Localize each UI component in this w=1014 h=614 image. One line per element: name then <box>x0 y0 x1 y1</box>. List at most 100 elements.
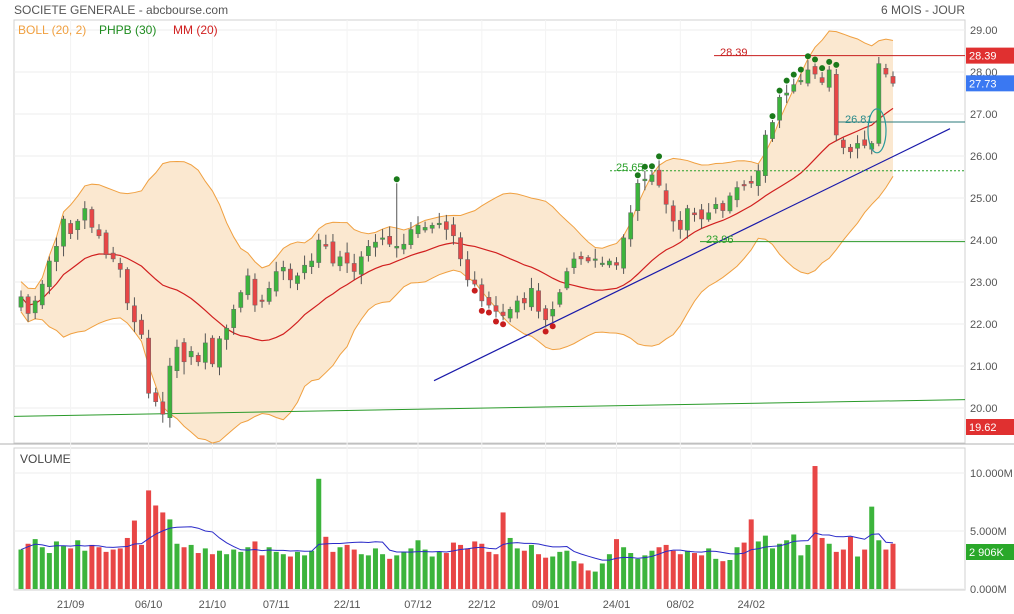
date-tick-label: 08/02 <box>667 599 695 611</box>
volume-bar <box>167 519 173 589</box>
candle-body <box>429 225 435 229</box>
volume-bar <box>649 550 655 589</box>
phpb-high-dot <box>648 163 655 170</box>
candle-body <box>146 337 151 394</box>
volume-bar <box>833 551 839 589</box>
volume-bar <box>762 535 768 589</box>
volume-bar <box>450 542 456 589</box>
candle-body <box>451 224 456 237</box>
volume-bar <box>344 544 350 589</box>
volume-bar <box>195 553 201 589</box>
volume-bar <box>592 571 598 589</box>
volume-bar <box>890 543 896 589</box>
volume-bar <box>472 541 478 589</box>
candle-body <box>543 308 548 321</box>
volume-bar <box>110 549 116 589</box>
candle-body <box>75 220 81 230</box>
candle-body <box>231 309 237 328</box>
date-tick-label: 24/01 <box>603 599 631 611</box>
candle-body <box>387 236 393 245</box>
candle-body <box>344 252 350 264</box>
volume-bar <box>748 519 754 589</box>
volume-bar <box>599 563 605 589</box>
candle-body <box>819 77 825 83</box>
date-tick-label: 22/12 <box>468 599 496 611</box>
volume-bar <box>266 547 272 589</box>
candle-body <box>259 299 265 302</box>
volume-bar <box>387 558 393 589</box>
volume-bar <box>238 551 244 589</box>
volume-bar <box>458 544 464 589</box>
volume-bar <box>578 563 584 589</box>
volume-bar <box>528 544 534 589</box>
candle-body <box>734 187 740 201</box>
moving-average-line <box>20 107 894 342</box>
level-26-81-label: 26.81 <box>845 114 873 126</box>
volume-bar <box>550 556 556 589</box>
support-level-label: 23.96 <box>706 234 734 246</box>
candle-body <box>465 259 470 281</box>
volume-bar <box>734 547 740 589</box>
candle-body <box>238 292 244 308</box>
volume-bar <box>103 551 109 589</box>
last-volume-badge-bg <box>966 544 1014 560</box>
volume-bar <box>217 550 223 589</box>
phpb-high-dot <box>769 113 776 120</box>
volume-bar <box>294 551 300 589</box>
volume-bar <box>252 541 258 589</box>
volume-bar <box>209 554 215 589</box>
candle-body <box>160 401 166 415</box>
volume-bar <box>479 543 485 589</box>
candle-body <box>373 241 378 248</box>
candle-body <box>436 222 442 225</box>
candle-body <box>862 139 867 146</box>
candle-body <box>139 319 144 335</box>
candle-body <box>656 169 662 186</box>
candle-body <box>706 212 712 220</box>
last-volume-badge: 2 906K <box>969 547 1005 559</box>
volume-bar <box>713 558 719 589</box>
candle-body <box>720 203 726 211</box>
candle-body <box>273 271 279 292</box>
legend-moving-average: MM (20) <box>173 23 218 37</box>
volume-bar <box>486 551 492 589</box>
candle-body <box>380 237 385 240</box>
volume-bar <box>117 548 123 589</box>
phpb-high-dot <box>797 66 804 73</box>
candle-body <box>39 283 45 306</box>
phpb-low-dot <box>485 309 492 316</box>
date-tick-label: 09/01 <box>532 599 560 611</box>
volume-bar <box>635 558 641 589</box>
candle-body <box>883 68 889 75</box>
price-tick-label: 25.00 <box>970 193 998 205</box>
candle-body <box>621 237 626 269</box>
candle-body <box>422 227 428 231</box>
volume-bar <box>280 554 286 589</box>
volume-bar <box>337 547 343 589</box>
candle-body <box>302 264 307 274</box>
volume-bar <box>146 490 152 589</box>
volume-bar <box>443 553 449 589</box>
volume-bar <box>642 555 648 589</box>
volume-bar <box>18 549 24 589</box>
volume-bar <box>131 520 137 589</box>
close-price-badge-bg <box>966 75 1014 92</box>
candle-body <box>670 205 676 222</box>
date-tick-label: 06/10 <box>135 599 163 611</box>
volume-bar <box>869 506 875 589</box>
candle-body <box>32 300 38 314</box>
phpb-low-dot <box>471 287 478 294</box>
last-price-badge: 28.39 <box>969 51 997 63</box>
candle-body <box>755 170 761 187</box>
candle-body <box>444 221 449 230</box>
volume-bar <box>507 537 513 589</box>
volume-panel-frame <box>13 447 966 591</box>
volume-bar <box>699 555 705 589</box>
phpb-high-dot <box>826 58 833 65</box>
volume-bar <box>61 546 67 589</box>
phpb-low-dot <box>542 328 549 335</box>
price-tick-label: 29.00 <box>970 25 998 37</box>
candle-body <box>805 69 811 84</box>
candle-body <box>826 69 832 88</box>
volume-bar <box>521 550 527 589</box>
